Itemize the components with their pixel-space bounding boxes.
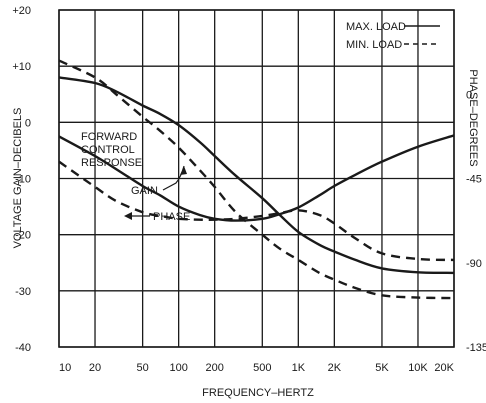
y-tick-label: -30 — [15, 286, 31, 298]
x-tick-label: 100 — [169, 362, 187, 374]
y2-tick-label: -90 — [466, 258, 482, 270]
annotation-phase: PHASE — [153, 211, 190, 223]
annotations: FORWARD CONTROL RESPONSE GAIN PHASE — [81, 131, 190, 223]
gain-leader-arrowhead — [180, 166, 187, 175]
x-tick-label: 10K — [408, 362, 428, 374]
annotation-forward: FORWARD — [81, 131, 137, 143]
x-tick-label: 20 — [89, 362, 101, 374]
legend: MAX. LOAD MIN. LOAD — [346, 21, 440, 51]
y-axis-title: VOLTAGE GAIN–DECIBELS — [12, 108, 24, 249]
series-phase-max-load — [58, 134, 455, 222]
x-tick-label: 2K — [328, 362, 342, 374]
phase-leader-arrowhead — [124, 212, 132, 220]
x-tick-label: 5K — [375, 362, 389, 374]
x-tick-label: 200 — [206, 362, 224, 374]
legend-label-max-load: MAX. LOAD — [346, 21, 406, 33]
y2-tick-labels: 0 -45 -90 -135 — [466, 89, 486, 354]
plot-frame — [58, 9, 455, 348]
annotation-gain: GAIN — [131, 185, 158, 197]
x-tick-label: 1K — [292, 362, 306, 374]
annotation-control: CONTROL — [81, 144, 135, 156]
x-tick-labels: 10 20 50 100 200 500 1K 2K 5K 10K 20K — [59, 362, 455, 374]
x-tick-label: 50 — [137, 362, 149, 374]
y-tick-label: 0 — [25, 117, 31, 129]
y-tick-label: +10 — [12, 61, 31, 73]
y-tick-labels: +20 +10 0 -10 -20 -30 -40 — [12, 5, 31, 354]
series-phase-min-load — [58, 160, 455, 262]
y2-tick-label: -135 — [466, 342, 486, 354]
annotation-response: RESPONSE — [81, 157, 142, 169]
curves — [58, 59, 455, 300]
x-tick-label: 500 — [253, 362, 271, 374]
series-gain-max-load — [58, 76, 455, 275]
legend-label-min-load: MIN. LOAD — [346, 39, 402, 51]
y-tick-label: -20 — [15, 230, 31, 242]
series-gain-min-load — [58, 59, 455, 300]
x-tick-label: 10 — [59, 362, 71, 374]
grid — [58, 9, 455, 348]
y2-tick-label: 0 — [466, 89, 472, 101]
x-axis-title: FREQUENCY–HERTZ — [202, 387, 314, 399]
y2-axis-title: PHASE–DEGREES — [467, 69, 479, 166]
x-tick-label: 20K — [434, 362, 454, 374]
y-tick-label: -10 — [15, 174, 31, 186]
y2-tick-label: -45 — [466, 174, 482, 186]
y-tick-label: +20 — [12, 5, 31, 17]
y-tick-label: -40 — [15, 342, 31, 354]
